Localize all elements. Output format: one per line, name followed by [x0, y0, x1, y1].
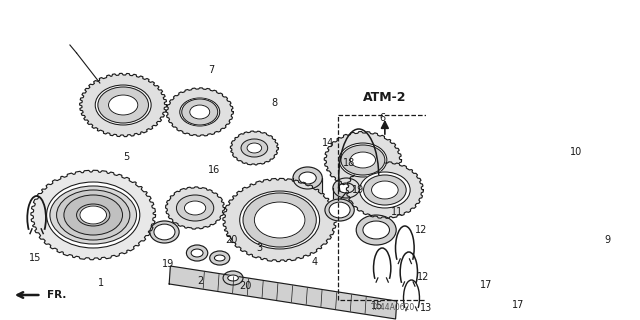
Text: 7: 7 — [209, 65, 215, 75]
Ellipse shape — [56, 190, 130, 240]
Text: 17: 17 — [480, 280, 492, 290]
Polygon shape — [166, 88, 234, 136]
Bar — [339, 115, 431, 300]
Ellipse shape — [333, 178, 360, 198]
Ellipse shape — [80, 206, 106, 224]
Ellipse shape — [228, 275, 238, 281]
Ellipse shape — [64, 195, 122, 235]
Text: 20: 20 — [225, 235, 238, 245]
Text: 12: 12 — [417, 272, 429, 282]
Polygon shape — [169, 266, 397, 319]
Text: 6: 6 — [380, 113, 386, 123]
Ellipse shape — [98, 87, 148, 123]
Ellipse shape — [184, 201, 205, 215]
Text: 4: 4 — [311, 257, 317, 267]
Ellipse shape — [247, 143, 262, 153]
Polygon shape — [79, 73, 167, 137]
Text: 11: 11 — [392, 207, 404, 217]
Ellipse shape — [254, 202, 305, 238]
Ellipse shape — [341, 145, 385, 175]
Ellipse shape — [293, 167, 323, 189]
Polygon shape — [346, 162, 423, 218]
Ellipse shape — [154, 224, 175, 240]
Text: 19: 19 — [352, 185, 364, 195]
Polygon shape — [490, 239, 535, 271]
Text: 17: 17 — [512, 300, 524, 310]
Text: ATM-2: ATM-2 — [363, 91, 406, 103]
Text: 18: 18 — [344, 158, 356, 168]
Text: 14: 14 — [321, 138, 333, 148]
Ellipse shape — [77, 204, 110, 226]
Text: 9: 9 — [604, 235, 611, 245]
Ellipse shape — [180, 98, 220, 126]
Text: 13: 13 — [420, 303, 432, 313]
Polygon shape — [230, 131, 278, 165]
Ellipse shape — [241, 139, 268, 157]
Ellipse shape — [356, 215, 396, 245]
Ellipse shape — [588, 197, 611, 213]
Text: 16: 16 — [207, 165, 220, 175]
Ellipse shape — [210, 251, 230, 265]
Ellipse shape — [559, 174, 577, 186]
Polygon shape — [166, 187, 225, 229]
Ellipse shape — [223, 271, 243, 285]
Ellipse shape — [182, 99, 218, 125]
Text: 15: 15 — [29, 253, 42, 263]
Text: 12: 12 — [415, 225, 428, 235]
Ellipse shape — [95, 85, 151, 125]
Ellipse shape — [339, 143, 387, 177]
Text: 8: 8 — [271, 98, 277, 108]
Text: 10: 10 — [570, 147, 582, 157]
Text: 19: 19 — [162, 259, 174, 269]
Polygon shape — [31, 170, 156, 260]
Ellipse shape — [191, 249, 203, 257]
Text: 15: 15 — [371, 301, 383, 311]
Ellipse shape — [190, 105, 210, 119]
Ellipse shape — [186, 245, 208, 261]
Ellipse shape — [73, 202, 113, 228]
Text: 5: 5 — [124, 152, 130, 162]
Ellipse shape — [299, 172, 316, 184]
Ellipse shape — [47, 182, 140, 248]
Polygon shape — [578, 190, 620, 220]
Ellipse shape — [372, 181, 398, 199]
Ellipse shape — [214, 255, 225, 261]
Polygon shape — [333, 188, 360, 206]
Ellipse shape — [364, 175, 406, 205]
Ellipse shape — [325, 199, 354, 221]
Ellipse shape — [150, 221, 179, 243]
Ellipse shape — [593, 201, 606, 209]
Ellipse shape — [329, 202, 350, 218]
Ellipse shape — [350, 152, 376, 168]
Text: 20: 20 — [239, 281, 252, 291]
Polygon shape — [223, 179, 337, 262]
Ellipse shape — [109, 95, 138, 115]
Ellipse shape — [360, 172, 410, 208]
Ellipse shape — [240, 191, 319, 249]
Ellipse shape — [339, 183, 354, 193]
Text: 2: 2 — [197, 276, 204, 286]
Text: TX44A0620: TX44A0620 — [371, 303, 415, 313]
Text: FR.: FR. — [47, 290, 66, 300]
Text: 3: 3 — [257, 243, 263, 253]
Ellipse shape — [363, 221, 390, 239]
Polygon shape — [293, 178, 323, 198]
Polygon shape — [324, 132, 401, 188]
Polygon shape — [467, 219, 512, 251]
Text: 1: 1 — [98, 278, 104, 288]
Ellipse shape — [50, 186, 136, 244]
Ellipse shape — [243, 193, 316, 247]
Ellipse shape — [554, 169, 582, 191]
Ellipse shape — [177, 195, 214, 221]
